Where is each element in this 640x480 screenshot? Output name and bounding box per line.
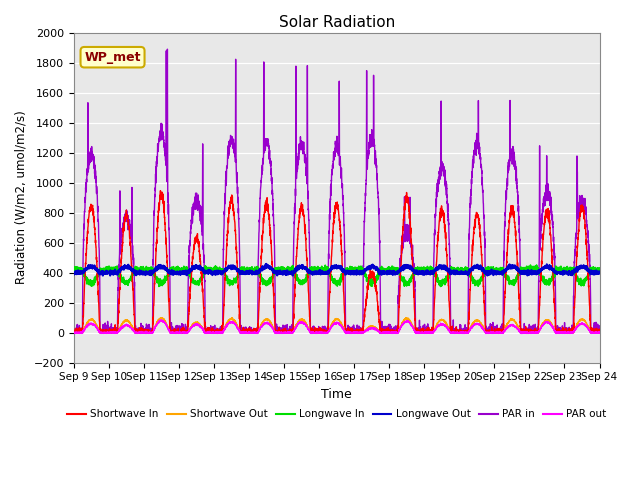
Y-axis label: Radiation (W/m2, umol/m2/s): Radiation (W/m2, umol/m2/s) [15, 111, 28, 285]
Text: WP_met: WP_met [84, 51, 141, 64]
Title: Solar Radiation: Solar Radiation [278, 15, 395, 30]
X-axis label: Time: Time [321, 388, 352, 401]
Legend: Shortwave In, Shortwave Out, Longwave In, Longwave Out, PAR in, PAR out: Shortwave In, Shortwave Out, Longwave In… [63, 405, 610, 423]
